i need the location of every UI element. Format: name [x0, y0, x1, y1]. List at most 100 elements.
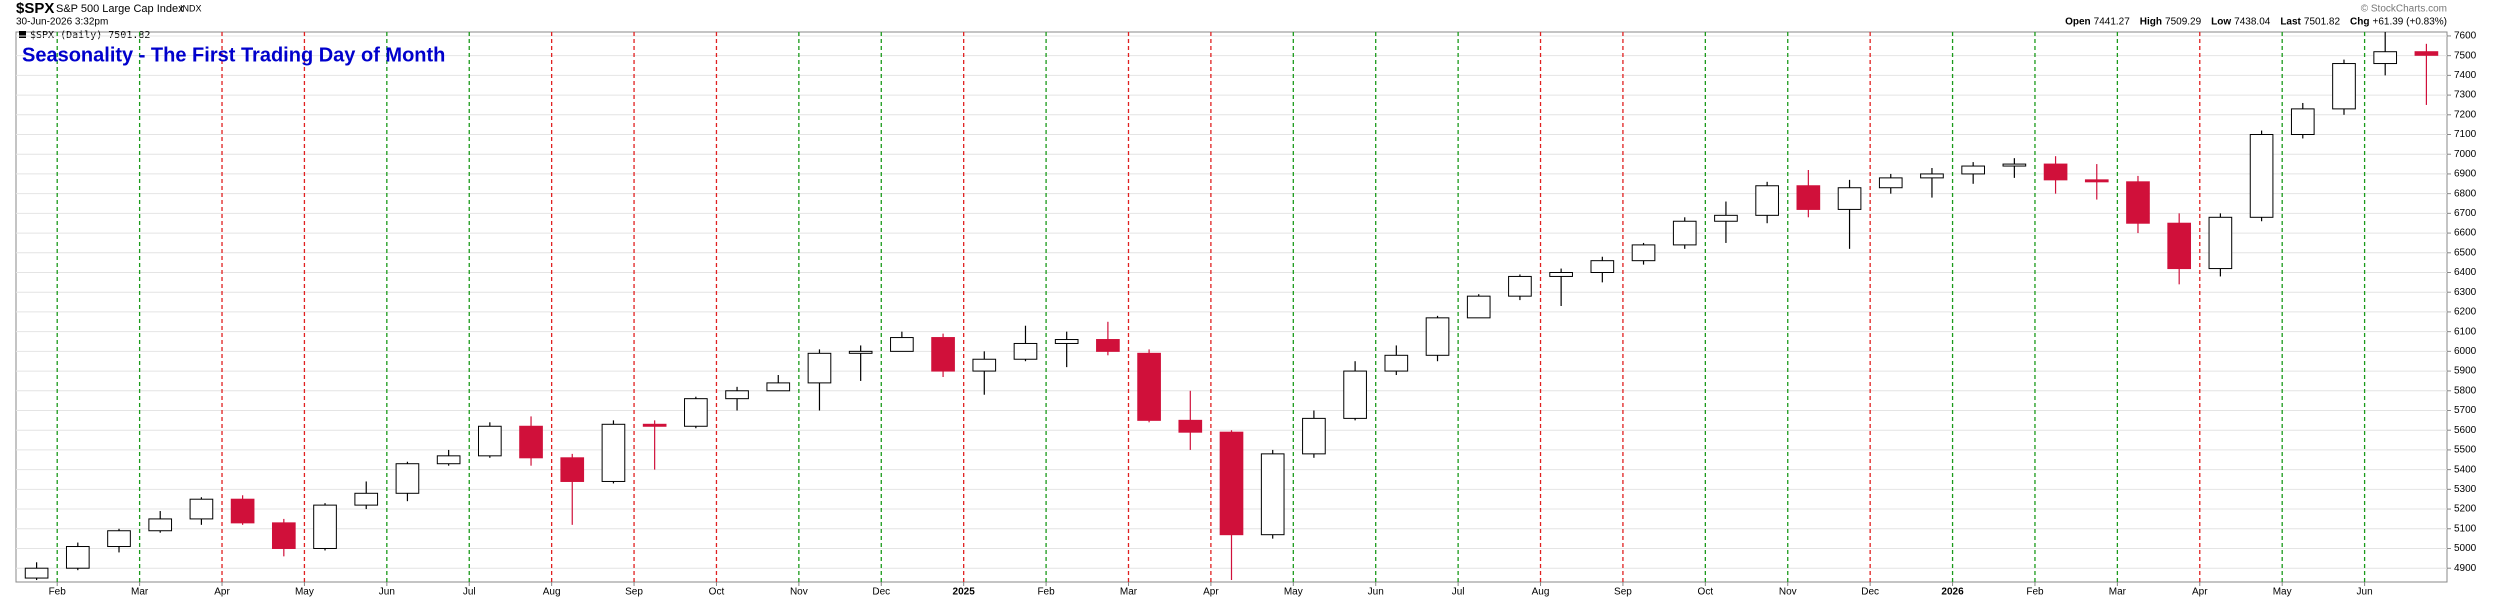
x-tick-label: Mar — [1120, 587, 1138, 598]
y-tick-label: 7300 — [2454, 90, 2477, 101]
x-tick-label: Mar — [131, 587, 149, 598]
y-tick-label: 5400 — [2454, 464, 2477, 475]
candle-body — [560, 457, 585, 482]
y-tick-label: 7400 — [2454, 70, 2477, 81]
candle-body — [684, 398, 708, 427]
x-tick-label: Feb — [1037, 587, 1055, 598]
y-tick-label: 5100 — [2454, 523, 2477, 534]
candle-body — [395, 463, 420, 494]
candle-body — [2332, 63, 2356, 110]
timestamp: 30-Jun-2026 3:32pm — [16, 17, 108, 28]
candle-body — [1302, 417, 1326, 455]
x-tick-label: Apr — [214, 587, 230, 598]
candle-body — [1796, 185, 1821, 210]
candle-body — [1466, 295, 1491, 319]
candle-body — [354, 492, 379, 506]
y-tick-label: 5600 — [2454, 425, 2477, 436]
y-tick-label: 5700 — [2454, 405, 2477, 416]
candle-body — [1013, 342, 1038, 360]
x-tick-label: Jun — [2357, 587, 2373, 598]
index-name: S&P 500 Large Cap Index — [56, 3, 184, 15]
legend-swatch — [19, 31, 26, 38]
x-tick-label: May — [1284, 587, 1303, 598]
candle-body — [2084, 179, 2109, 183]
candle-body — [271, 522, 296, 549]
candle-body — [230, 498, 255, 524]
candle-body — [1384, 354, 1409, 372]
y-tick-label: 6500 — [2454, 247, 2477, 258]
x-tick-label: Nov — [1779, 587, 1797, 598]
x-tick-label: Dec — [872, 587, 890, 598]
candle-body — [766, 382, 791, 392]
candle-body — [1096, 339, 1120, 352]
candle-body — [1425, 317, 1450, 356]
candle-body — [148, 518, 173, 532]
stat-value: 7438.04 — [2234, 17, 2271, 28]
stat-value: 7509.29 — [2165, 17, 2202, 28]
copyright: © StockCharts.com — [2361, 4, 2447, 15]
candle-body — [1755, 185, 1779, 216]
stat-label: High — [2140, 17, 2162, 28]
candle-body — [2208, 216, 2233, 270]
y-tick-label: 6700 — [2454, 208, 2477, 219]
y-tick-label: 6600 — [2454, 228, 2477, 239]
candle-body — [1054, 339, 1079, 344]
y-tick-label: 5300 — [2454, 484, 2477, 495]
x-tick-label: Dec — [1861, 587, 1879, 598]
candle-body — [1672, 220, 1697, 246]
candle-body — [1137, 352, 1161, 421]
y-tick-label: 5500 — [2454, 445, 2477, 456]
x-tick-label: Feb — [2026, 587, 2044, 598]
candle-body — [189, 498, 214, 520]
candle-body — [2126, 181, 2150, 224]
y-tick-label: 7100 — [2454, 129, 2477, 140]
candle-body — [725, 390, 749, 400]
candle-body — [1878, 177, 1903, 189]
y-tick-label: 6300 — [2454, 287, 2477, 298]
candle-body — [2414, 51, 2439, 56]
candle-body — [2002, 163, 2027, 167]
candle-body — [848, 350, 873, 354]
x-tick-label: Nov — [790, 587, 808, 598]
x-tick-label: Apr — [1203, 587, 1219, 598]
stat-value: 7441.27 — [2094, 17, 2131, 28]
candle-body — [107, 530, 131, 548]
candle-body — [1961, 165, 1985, 175]
x-tick-label: Aug — [543, 587, 561, 598]
y-tick-label: 6800 — [2454, 188, 2477, 199]
candle-body — [890, 337, 914, 352]
x-tick-label: Jul — [463, 587, 476, 598]
symbol: $SPX — [16, 0, 54, 17]
candle-body — [1631, 244, 1656, 262]
candle-body — [1590, 260, 1615, 274]
y-tick-label: 6400 — [2454, 267, 2477, 278]
x-tick-label: May — [2273, 587, 2292, 598]
candle-body — [519, 425, 543, 459]
y-tick-label: 6000 — [2454, 346, 2477, 357]
stat-value: 7501.82 — [2304, 17, 2341, 28]
candle-body — [1920, 173, 1944, 179]
x-tick-label: Oct — [1698, 587, 1714, 598]
candle-body — [642, 423, 667, 427]
y-tick-label: 7200 — [2454, 109, 2477, 120]
x-tick-label: Sep — [625, 587, 643, 598]
candle-body — [24, 567, 49, 579]
y-tick-label: 7500 — [2454, 50, 2477, 61]
x-tick-label: Jun — [1368, 587, 1384, 598]
y-tick-label: 7000 — [2454, 149, 2477, 160]
candle-body — [807, 352, 832, 384]
x-tick-label: Oct — [709, 587, 725, 598]
y-tick-label: 7600 — [2454, 31, 2477, 42]
y-tick-label: 5900 — [2454, 366, 2477, 377]
candle-body — [2373, 51, 2398, 65]
stat-label: Chg — [2350, 17, 2369, 28]
x-tick-label: 2025 — [953, 587, 976, 598]
y-tick-label: 5200 — [2454, 504, 2477, 515]
chart-title: Seasonality - The First Trading Day of M… — [22, 44, 445, 66]
candle-body — [1178, 419, 1203, 433]
y-tick-label: 6100 — [2454, 326, 2477, 337]
y-tick-label: 5000 — [2454, 543, 2477, 554]
candle-body — [2043, 163, 2068, 181]
y-tick-label: 4900 — [2454, 563, 2477, 574]
